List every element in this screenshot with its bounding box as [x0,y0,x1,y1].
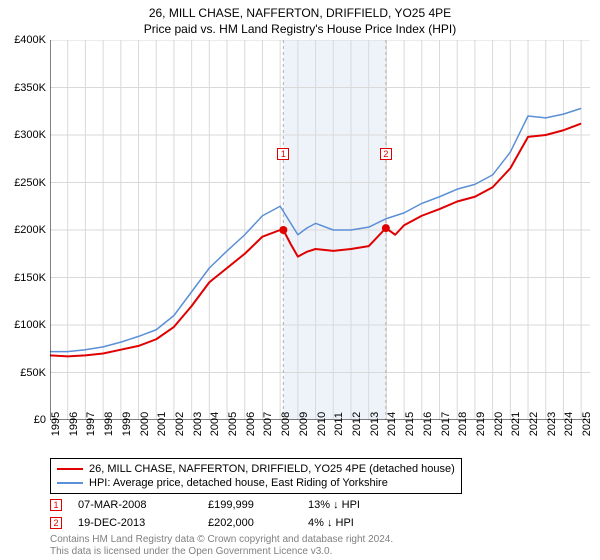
y-tick-label: £50K [0,367,46,379]
sale-date: 19-DEC-2013 [78,517,208,529]
chart-title: 26, MILL CHASE, NAFFERTON, DRIFFIELD, YO… [0,0,600,20]
attribution-line2: This data is licensed under the Open Gov… [50,546,393,558]
x-tick-label: 2006 [245,412,257,436]
x-tick-label: 2013 [369,412,381,436]
sale-hpi-diff: 4% ↓ HPI [308,517,388,529]
attribution-line1: Contains HM Land Registry data © Crown c… [50,534,393,546]
x-tick-label: 2017 [440,412,452,436]
x-tick-label: 2001 [156,412,168,436]
x-tick-label: 1997 [85,412,97,436]
legend-label: HPI: Average price, detached house, East… [89,477,388,489]
y-axis: £0£50K£100K£150K£200K£250K£300K£350K£400… [0,40,46,420]
attribution: Contains HM Land Registry data © Crown c… [50,534,393,557]
x-tick-label: 2018 [457,412,469,436]
x-tick-label: 2002 [174,412,186,436]
sale-marker-label: 1 [277,148,289,160]
x-tick-label: 2010 [316,412,328,436]
x-tick-label: 2023 [546,412,558,436]
sale-marker-icon: 2 [50,517,62,529]
x-tick-label: 2009 [298,412,310,436]
sale-date: 07-MAR-2008 [78,499,208,511]
legend-item: 26, MILL CHASE, NAFFERTON, DRIFFIELD, YO… [57,462,455,476]
x-tick-label: 1999 [121,412,133,436]
x-tick-label: 2014 [386,412,398,436]
sale-marker-label: 2 [380,148,392,160]
x-tick-label: 2000 [139,412,151,436]
chart-subtitle: Price paid vs. HM Land Registry's House … [0,20,600,40]
y-tick-label: £400K [0,34,46,46]
x-tick-label: 2004 [209,412,221,436]
x-tick-label: 2003 [192,412,204,436]
y-tick-label: £0 [0,414,46,426]
chart-container: 26, MILL CHASE, NAFFERTON, DRIFFIELD, YO… [0,0,600,560]
chart-area: £0£50K£100K£150K£200K£250K£300K£350K£400… [50,40,590,420]
x-tick-label: 2019 [475,412,487,436]
x-tick-label: 2024 [563,412,575,436]
x-tick-label: 2008 [280,412,292,436]
x-tick-label: 2012 [351,412,363,436]
x-tick-label: 2021 [510,412,522,436]
x-tick-label: 2022 [528,412,540,436]
x-tick-label: 1998 [103,412,115,436]
plot-svg [50,40,590,420]
y-tick-label: £200K [0,224,46,236]
x-tick-label: 1995 [50,412,62,436]
x-tick-label: 2025 [581,412,593,436]
sale-row: 2 19-DEC-2013£202,0004% ↓ HPI [50,514,388,532]
x-tick-label: 2011 [333,412,345,436]
legend-swatch [57,468,83,470]
sale-marker-icon: 1 [50,499,62,511]
y-tick-label: £100K [0,319,46,331]
x-axis: 1995199619971998199920002001200220032004… [50,420,590,450]
y-tick-label: £150K [0,272,46,284]
x-tick-label: 2016 [422,412,434,436]
sale-price: £199,999 [208,499,308,511]
y-tick-label: £300K [0,129,46,141]
x-tick-label: 2015 [404,412,416,436]
legend-box: 26, MILL CHASE, NAFFERTON, DRIFFIELD, YO… [50,458,462,494]
y-tick-label: £250K [0,177,46,189]
legend-item: HPI: Average price, detached house, East… [57,476,455,490]
sales-table: 1 07-MAR-2008£199,99913% ↓ HPI 2 19-DEC-201… [50,496,388,532]
x-tick-label: 2007 [262,412,274,436]
x-tick-label: 2005 [227,412,239,436]
legend-swatch [57,482,83,484]
sale-hpi-diff: 13% ↓ HPI [308,499,388,511]
x-tick-label: 1996 [68,412,80,436]
sale-row: 1 07-MAR-2008£199,99913% ↓ HPI [50,496,388,514]
legend-label: 26, MILL CHASE, NAFFERTON, DRIFFIELD, YO… [89,463,455,475]
x-tick-label: 2020 [493,412,505,436]
sale-price: £202,000 [208,517,308,529]
y-tick-label: £350K [0,82,46,94]
